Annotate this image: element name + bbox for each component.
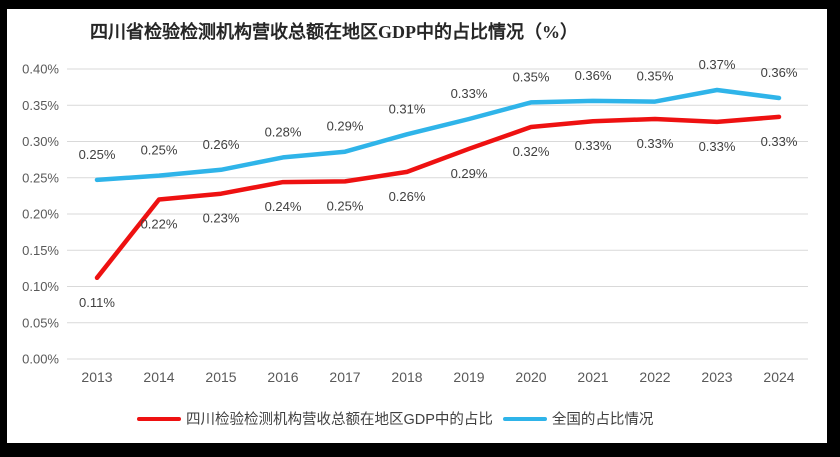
y-axis-tick-label: 0.00%: [22, 352, 59, 367]
data-label: 0.33%: [761, 134, 798, 149]
legend-item-sichuan: 四川检验检测机构营收总额在地区GDP中的占比: [137, 408, 493, 429]
y-axis-tick-label: 0.25%: [22, 170, 59, 185]
data-label: 0.25%: [327, 198, 364, 213]
x-axis-label: 2023: [701, 369, 732, 385]
data-label: 0.11%: [79, 295, 115, 310]
data-label: 0.29%: [327, 119, 364, 134]
x-axis-label: 2020: [515, 369, 546, 385]
data-label: 0.29%: [451, 166, 488, 181]
x-axis-label: 2016: [267, 369, 298, 385]
x-axis-label: 2022: [639, 369, 670, 385]
y-axis-tick-label: 0.05%: [22, 315, 59, 330]
y-axis-tick-label: 0.15%: [22, 243, 59, 258]
data-label: 0.26%: [389, 189, 426, 204]
x-axis-label: 2021: [577, 369, 608, 385]
y-axis-tick-label: 0.20%: [22, 207, 59, 222]
plot-area: 0.00% 0.05% 0.10% 0.15% 0.20% 0.25% 0.30% 0.35%…: [22, 57, 808, 385]
y-axis-tick-label: 0.10%: [22, 279, 59, 294]
y-axis-tick-label: 0.35%: [22, 98, 59, 113]
series-line-national: [94, 87, 782, 183]
data-label: 0.31%: [389, 101, 426, 116]
data-label: 0.36%: [575, 68, 612, 83]
series-line-sichuan: [94, 114, 782, 281]
x-axis-label: 2015: [205, 369, 236, 385]
data-label: 0.26%: [203, 137, 240, 152]
chart-legend: 四川检验检测机构营收总额在地区GDP中的占比 全国的占比情况: [137, 408, 653, 429]
legend-label-sichuan: 四川检验检测机构营收总额在地区GDP中的占比: [186, 412, 493, 428]
x-axis-label: 2019: [453, 369, 484, 385]
data-label: 0.23%: [203, 211, 240, 226]
data-label: 0.22%: [141, 217, 178, 232]
data-label: 0.25%: [79, 147, 116, 162]
data-label: 0.28%: [265, 124, 302, 139]
data-label: 0.36%: [761, 65, 798, 80]
chart-title: 四川省检验检测机构营收总额在地区GDP中的占比情况（%）: [90, 22, 578, 42]
data-label: 0.35%: [637, 69, 674, 84]
data-label: 0.33%: [637, 136, 674, 151]
data-label: 0.24%: [265, 199, 302, 214]
y-axis-tick-label: 0.40%: [22, 62, 59, 77]
x-axis-label: 2017: [329, 369, 360, 385]
legend-item-national: 全国的占比情况: [502, 408, 654, 429]
data-label: 0.25%: [141, 143, 178, 158]
x-axis-label: 2013: [81, 369, 112, 385]
x-axis-label: 2014: [143, 369, 174, 385]
data-label: 0.33%: [575, 138, 612, 153]
data-label: 0.33%: [451, 86, 488, 101]
legend-marker-sichuan: [137, 416, 181, 421]
data-label: 0.33%: [699, 139, 736, 154]
data-label: 0.37%: [699, 57, 736, 72]
data-label: 0.35%: [513, 69, 550, 84]
legend-label-national: 全国的占比情况: [551, 412, 654, 428]
x-axis-label: 2024: [763, 369, 794, 385]
y-axis-tick-label: 0.30%: [22, 134, 59, 149]
data-label: 0.32%: [513, 144, 550, 159]
x-axis-label: 2018: [391, 369, 422, 385]
legend-marker-national: [502, 416, 547, 421]
